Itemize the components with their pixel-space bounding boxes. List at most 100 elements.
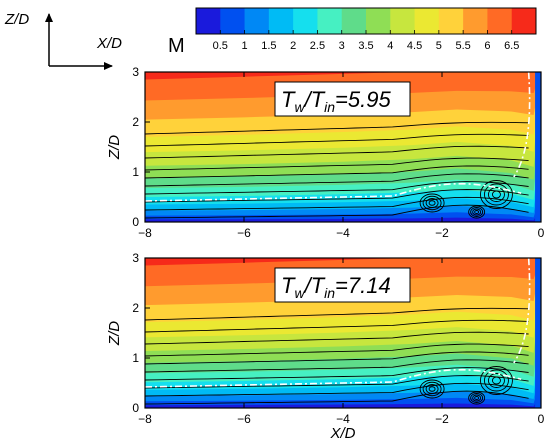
- vortex-contour: [484, 369, 509, 392]
- colorbar-tick-label: 2: [290, 40, 296, 52]
- colorbar-swatch: [511, 8, 537, 34]
- streamline: [145, 165, 529, 179]
- wall-region: [535, 72, 541, 222]
- y-axis-label: Z/D: [106, 321, 123, 346]
- vortex-contour: [419, 379, 445, 399]
- colorbar-tick-label: 3: [339, 40, 345, 52]
- colorbar: 0.5 1 1.5 2 2.5 3 3.5 4 4.5 5 5.5 6 6.5 M: [168, 7, 537, 57]
- colorbar-tick-label: 5: [436, 40, 442, 52]
- x-tick-label: −2: [435, 412, 449, 426]
- y-axis-label: Z/D: [106, 135, 123, 160]
- vortex-contour: [488, 187, 505, 202]
- vortex-contour: [428, 200, 436, 206]
- streamline: [145, 375, 529, 389]
- top-panel: −8 −6 −4 −2 0 0 1 2 3 Z/D Tw/Tin=5.95: [106, 65, 545, 240]
- colorbar-swatch: [196, 8, 221, 34]
- streamline: [145, 204, 529, 219]
- vortex-contour: [425, 384, 439, 394]
- y-tick-label: 1: [132, 351, 139, 365]
- shock-line: [513, 72, 531, 178]
- y-tick-label: 0: [132, 401, 139, 415]
- vortex-contour: [474, 396, 480, 400]
- vortex-contour: [492, 190, 501, 199]
- y-tick-label: 1: [132, 165, 139, 179]
- colorbar-swatch: [438, 8, 464, 34]
- streamline: [145, 121, 529, 135]
- y-tick-label: 3: [132, 65, 139, 79]
- vortex-contour: [470, 393, 484, 403]
- y-tick-label: 2: [132, 301, 139, 315]
- x-tick-label: −6: [237, 412, 251, 426]
- streamline: [145, 367, 529, 381]
- vortex-contour: [472, 208, 482, 216]
- vortex-contour: [422, 195, 442, 211]
- shock-line: [513, 258, 531, 364]
- streamline: [145, 173, 529, 187]
- wall-temperature-ratio: Tw/Tin=7.14: [281, 273, 391, 301]
- colorbar-swatch: [366, 8, 391, 34]
- mach-band: [145, 383, 541, 408]
- streamline: [145, 319, 529, 333]
- wall-region: [535, 258, 541, 408]
- x-tick-label: −4: [336, 226, 350, 240]
- colorbar-swatch: [341, 8, 367, 34]
- colorbar-swatch: [487, 8, 513, 34]
- vortex-contour: [492, 376, 501, 385]
- y-tick-label: 0: [132, 215, 139, 229]
- annotation-box: [274, 81, 411, 117]
- colorbar-tick-label: 3.5: [358, 40, 373, 52]
- x-tick-label: −4: [336, 412, 350, 426]
- y-tick-label: 3: [132, 251, 139, 265]
- streamline: [145, 189, 529, 203]
- streamline: [145, 196, 529, 211]
- streamline: [145, 331, 529, 345]
- annotation-box: [274, 267, 411, 303]
- streamline: [145, 343, 529, 357]
- mach-contour-field: [145, 258, 541, 408]
- wall-temperature-ratio: Tw/Tin=5.95: [281, 87, 391, 115]
- x-tick-label: 0: [538, 412, 545, 426]
- orientation-horizontal-label: X/D: [96, 35, 122, 52]
- vortex-contour: [474, 210, 480, 214]
- colorbar-tick-label: 6.5: [504, 40, 519, 52]
- x-tick-label: −8: [138, 226, 152, 240]
- orientation-vertical-label: Z/D: [4, 11, 29, 28]
- bottom-panel: −8 −6 −4 −2 0 0 1 2 3 Z/D X/D Tw/Tin=7.14: [106, 251, 545, 442]
- vortex-contour: [470, 207, 484, 217]
- mach-band: [145, 183, 541, 222]
- orientation-indicator: Z/D X/D: [4, 11, 122, 70]
- sonic-line: [145, 368, 522, 388]
- colorbar-swatch: [463, 8, 488, 34]
- colorbar-swatch: [268, 8, 294, 34]
- streamline: [145, 181, 529, 195]
- colorbar-swatch: [317, 8, 343, 34]
- colorbar-tick-label: 4: [387, 40, 393, 52]
- streamline: [145, 307, 529, 321]
- streamline: [145, 382, 529, 397]
- mach-band: [145, 210, 541, 222]
- colorbar-tick-label: 4.5: [407, 40, 422, 52]
- colorbar-tick-label: 1.5: [261, 40, 276, 52]
- streamline: [145, 145, 529, 159]
- vortex-contour: [488, 373, 505, 388]
- streamline: [145, 157, 529, 171]
- vortex-contour: [428, 386, 436, 392]
- vortex-contour: [419, 193, 445, 213]
- x-tick-label: −8: [138, 412, 152, 426]
- colorbar-swatch: [390, 8, 415, 34]
- colorbar-tick-label: 6: [484, 40, 490, 52]
- vortex-contour: [425, 198, 439, 208]
- colorbar-swatch: [220, 8, 245, 34]
- colorbar-tick-label: 2.5: [310, 40, 325, 52]
- vortex-contour: [480, 180, 513, 209]
- vortex-contour: [484, 183, 509, 206]
- vortex-contour: [472, 394, 482, 402]
- streamline: [145, 351, 529, 365]
- streamline: [145, 390, 529, 405]
- vortex-contour: [468, 205, 486, 219]
- colorbar-tick-label: 1: [242, 40, 248, 52]
- colorbar-label: M: [168, 35, 185, 57]
- x-tick-label: 0: [538, 226, 545, 240]
- vortex-contour: [422, 381, 442, 397]
